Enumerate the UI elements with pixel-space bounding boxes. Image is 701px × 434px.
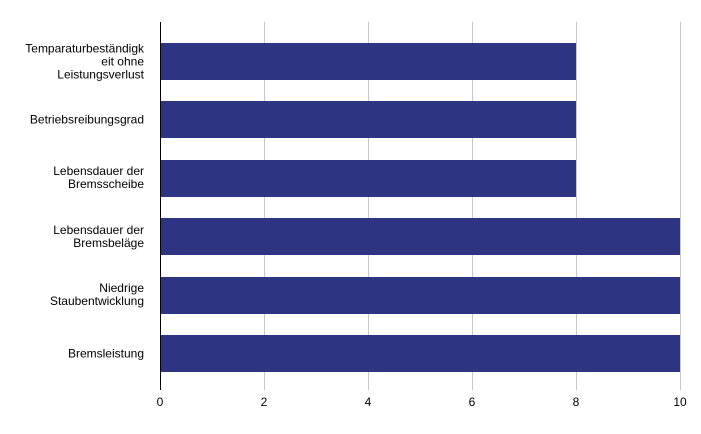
category-label-line: Lebensdauer der [53,222,144,237]
plot-area [160,22,681,390]
category-label-line: Lebensdauer der [53,164,144,179]
x-tick-label-4: 4 [364,395,372,409]
category-label-0: Temparaturbeständigk eit ohne Leistungsver… [0,42,152,81]
x-tick-label-6: 6 [468,395,476,409]
x-tick-label-2: 2 [260,395,268,409]
bar-0 [160,43,576,80]
y-axis-line [160,22,161,390]
bar-5 [160,335,680,372]
category-label-line: Bremsleistung [67,346,144,360]
category-label-4: Niedrige Staubentwicklung [0,282,152,308]
bar-3 [160,218,680,256]
gridline-x-4 [368,22,369,390]
gridline-x-8 [576,22,577,390]
gridline-x-10 [680,22,681,390]
category-label-line: Bremsscheibe [67,177,144,192]
gridline-x-2 [264,22,265,390]
bar-2 [160,159,576,197]
category-label-line: Temparaturbeständigk [25,41,144,55]
x-tick-label-8: 8 [572,395,580,409]
x-axis-labels: 0 2 4 6 8 10 [0,395,701,411]
bar-4 [160,276,680,314]
category-label-5: Bremsleistung [0,347,152,360]
category-label-1: Betriebsreibungsgrad [0,113,152,126]
category-label-line: Leistungsverlust [57,67,144,81]
category-label-2: Lebensdauer der Bremsscheibe [0,165,152,191]
x-tick-label-10: 10 [673,395,687,409]
category-label-line: Niedrige [99,281,144,296]
x-tick-label-0: 0 [156,395,164,409]
category-label-line: Bremsbeläge [73,235,144,250]
category-label-line: Betriebsreibungsgrad [29,112,144,127]
category-label-3: Lebensdauer der Bremsbeläge [0,222,152,250]
category-label-line: Staubentwicklung [49,294,144,309]
category-label-line: eit ohne [101,54,144,68]
y-axis-labels: Temparaturbeständigk eit ohne Leistungsver… [0,0,152,434]
bar-1 [160,101,576,139]
gridline-x-6 [472,22,473,390]
